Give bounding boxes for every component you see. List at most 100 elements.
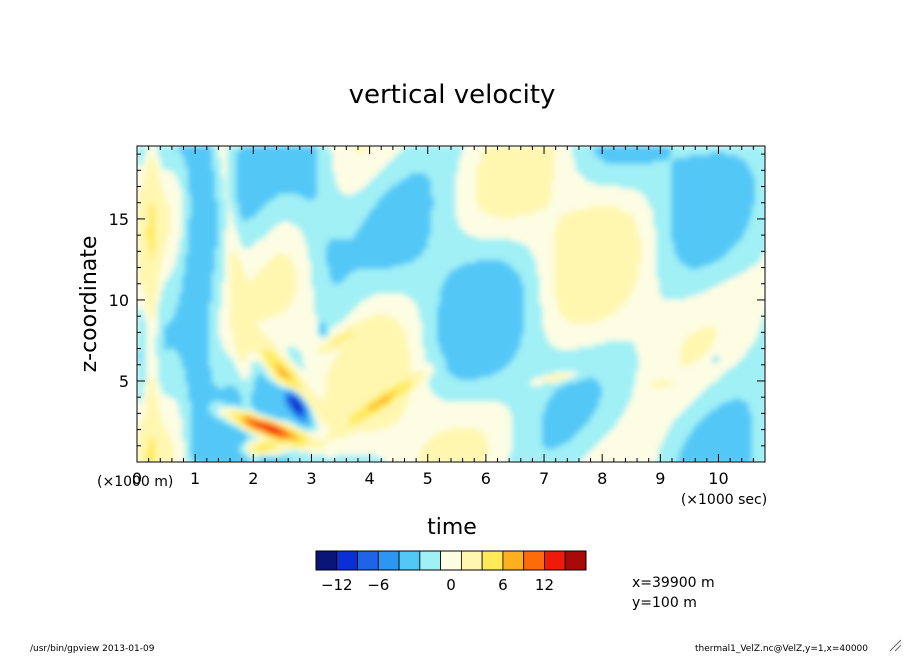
field-cell <box>353 206 357 210</box>
field-cell <box>296 206 300 210</box>
field-cell <box>536 161 540 165</box>
field-cell <box>662 164 666 168</box>
field-cell <box>173 170 177 174</box>
field-cell <box>479 194 483 198</box>
field-cell <box>209 215 213 219</box>
field-cell <box>533 188 537 192</box>
field-cell <box>524 152 528 156</box>
field-cell <box>683 215 687 219</box>
field-cell <box>506 191 510 195</box>
field-cell <box>395 221 399 225</box>
field-cell <box>512 209 516 213</box>
field-cell <box>410 233 414 237</box>
field-cell <box>359 149 363 153</box>
field-cell <box>527 164 531 168</box>
field-cell <box>419 212 423 216</box>
field-cell <box>428 170 432 174</box>
field-cell <box>287 179 291 183</box>
field-cell <box>626 230 630 234</box>
field-cell <box>215 203 219 207</box>
field-cell <box>500 194 504 198</box>
field-cell <box>542 182 546 186</box>
field-cell <box>521 167 525 171</box>
field-cell <box>494 182 498 186</box>
field-cell <box>494 209 498 213</box>
field-cell <box>212 209 216 213</box>
field-cell <box>191 146 195 150</box>
field-cell <box>374 230 378 234</box>
field-cell <box>326 155 330 159</box>
field-cell <box>698 188 702 192</box>
field-cell <box>281 173 285 177</box>
field-cell <box>608 152 612 156</box>
field-cell <box>623 182 627 186</box>
field-cell <box>653 179 657 183</box>
field-cell <box>191 149 195 153</box>
field-cell <box>695 179 699 183</box>
field-cell <box>395 230 399 234</box>
field-cell <box>584 215 588 219</box>
field-cell <box>206 227 210 231</box>
field-cell <box>350 233 354 237</box>
field-cell <box>293 203 297 207</box>
field-cell <box>464 233 468 237</box>
field-cell <box>410 221 414 225</box>
field-cell <box>518 209 522 213</box>
field-cell <box>731 233 735 237</box>
field-cell <box>149 173 153 177</box>
field-cell <box>389 212 393 216</box>
field-cell <box>287 212 291 216</box>
field-cell <box>203 224 207 228</box>
field-cell <box>389 215 393 219</box>
field-cell <box>707 170 711 174</box>
field-cell <box>752 230 756 234</box>
field-cell <box>260 149 264 153</box>
field-cell <box>545 188 549 192</box>
field-cell <box>590 170 594 174</box>
field-cell <box>317 233 321 237</box>
field-cell <box>206 164 210 168</box>
field-cell <box>203 179 207 183</box>
field-cell <box>305 221 309 225</box>
field-cell <box>416 203 420 207</box>
field-cell <box>680 203 684 207</box>
field-cell <box>386 212 390 216</box>
field-cell <box>413 158 417 162</box>
field-cell <box>698 212 702 216</box>
field-cell <box>389 170 393 174</box>
field-cell <box>686 194 690 198</box>
field-cell <box>350 224 354 228</box>
field-cell <box>437 158 441 162</box>
field-cell <box>407 194 411 198</box>
field-cell <box>500 203 504 207</box>
field-cell <box>674 206 678 210</box>
field-cell <box>140 236 144 240</box>
field-cell <box>326 230 330 234</box>
field-cell <box>425 218 429 222</box>
field-cell <box>173 164 177 168</box>
field-cell <box>377 185 381 189</box>
field-cell <box>725 230 729 234</box>
field-cell <box>395 206 399 210</box>
field-cell <box>185 152 189 156</box>
field-cell <box>500 206 504 210</box>
field-cell <box>755 161 759 165</box>
field-cell <box>290 194 294 198</box>
field-cell <box>251 161 255 165</box>
field-cell <box>440 155 444 159</box>
field-cell <box>665 191 669 195</box>
field-cell <box>446 233 450 237</box>
field-cell <box>719 152 723 156</box>
field-cell <box>266 167 270 171</box>
field-cell <box>230 161 234 165</box>
field-cell <box>497 203 501 207</box>
field-cell <box>491 158 495 162</box>
field-cell <box>545 158 549 162</box>
field-cell <box>428 152 432 156</box>
field-cell <box>260 197 264 201</box>
field-cell <box>596 173 600 177</box>
field-cell <box>185 224 189 228</box>
field-cell <box>287 167 291 171</box>
field-cell <box>506 188 510 192</box>
field-cell <box>755 149 759 153</box>
